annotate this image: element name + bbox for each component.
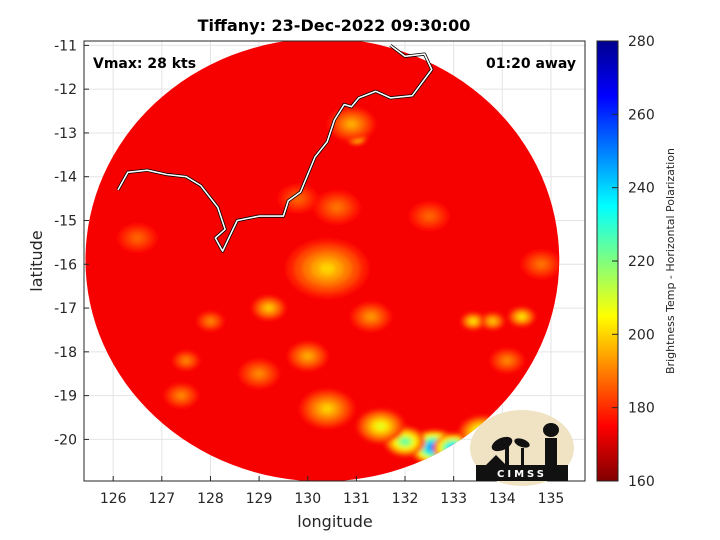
y-tick-label: -13 (54, 126, 77, 142)
colorbar-tick-label: 280 (628, 34, 655, 50)
x-tick-label: 126 (100, 491, 127, 507)
feature-contour (425, 213, 434, 220)
x-tick-label: 128 (197, 491, 224, 507)
axes-box (83, 40, 586, 482)
brightness-feature (460, 312, 486, 330)
feature-contour (519, 314, 525, 319)
y-axis-label: latitude (27, 230, 46, 291)
brightness-feature (164, 383, 199, 408)
colorbar-ticks: 160 180 200 220 240 260 280 (612, 34, 655, 490)
feature-contour (346, 120, 357, 128)
colorbar-label: Brightness Temp - Horizontal Polarizatio… (664, 148, 677, 374)
feature-contour (470, 319, 476, 323)
brightness-features (117, 107, 560, 465)
brightness-feature (117, 223, 158, 253)
brightness-feature (287, 341, 329, 371)
feature-contour (183, 358, 189, 363)
y-tick-label: -16 (54, 257, 77, 273)
colorbar-tick-label: 260 (628, 107, 655, 123)
x-tick-label: 134 (489, 491, 516, 507)
colorbar-tick-label: 240 (628, 181, 655, 197)
colorbar-tick-label: 180 (628, 401, 655, 417)
colorbar-tick-label: 200 (628, 327, 655, 343)
y-tick-label: -11 (54, 38, 77, 54)
brightness-feature (313, 190, 361, 225)
brightness-feature (350, 302, 392, 332)
x-tick-label: 132 (392, 491, 419, 507)
y-tick-label: -15 (54, 214, 77, 230)
brightness-feature (480, 312, 505, 330)
y-tick-label: -17 (54, 301, 77, 317)
feature-contour (332, 203, 342, 211)
svg-text:CIMSS: CIMSS (497, 469, 547, 480)
brightness-feature (508, 307, 536, 327)
brightness-feature (286, 239, 369, 298)
cimss-logo: CIMSS (470, 410, 574, 486)
brightness-feature (490, 348, 525, 373)
feature-contour (503, 358, 511, 364)
brightness-feature (327, 107, 376, 142)
brightness-feature (408, 201, 450, 231)
brightness-feature (196, 311, 225, 331)
feature-contour (255, 370, 264, 377)
y-tick-label: -19 (54, 389, 77, 405)
feature-contour (177, 393, 185, 399)
x-tick-label: 133 (440, 491, 467, 507)
feature-contour (133, 235, 142, 241)
y-tick-label: -20 (54, 432, 77, 448)
coastline-segment (117, 44, 433, 252)
feature-contour (366, 313, 376, 320)
feature-contour (537, 261, 546, 268)
colorbar-tick-label: 160 (628, 474, 655, 490)
y-tick-label: -12 (54, 82, 77, 98)
brightness-feature (238, 359, 280, 389)
feature-contour (265, 305, 273, 311)
coastline (116, 44, 434, 253)
x-tick-label: 135 (538, 491, 565, 507)
x-tick-label: 129 (246, 491, 273, 507)
feature-contour (321, 404, 333, 413)
brightness-feature (520, 249, 560, 279)
x-tick-label: 131 (343, 491, 370, 507)
colorbar-tick-label: 220 (628, 254, 655, 270)
time-away-annotation: 01:20 away (486, 56, 576, 72)
brightness-feature (277, 184, 319, 214)
brightness-feature (299, 389, 355, 429)
x-axis-label: longitude (297, 512, 372, 531)
feature-contour (303, 353, 312, 360)
feature-contour (375, 422, 386, 430)
y-tick-label: -14 (54, 170, 77, 186)
feature-contour (400, 438, 410, 445)
x-tick-label: 130 (294, 491, 321, 507)
brightness-feature (172, 350, 200, 371)
swath-layer (85, 41, 560, 481)
feature-contour (490, 319, 496, 323)
brightness-feature (356, 409, 405, 444)
x-axis-ticks: 126 127 128 129 130 131 132 133 134 135 (100, 476, 565, 507)
x-tick-label: 127 (148, 491, 175, 507)
y-tick-label: -18 (54, 345, 77, 361)
y-axis-ticks: -11 -12 -13 -14 -15 -16 -17 -18 -19 -20 (54, 38, 89, 448)
vmax-annotation: Vmax: 28 kts (93, 56, 196, 72)
feature-contour (319, 262, 336, 275)
brightness-feature (251, 295, 286, 321)
chart-title: Tiffany: 23-Dec-2022 09:30:00 (198, 16, 471, 35)
feature-contour (207, 319, 214, 324)
